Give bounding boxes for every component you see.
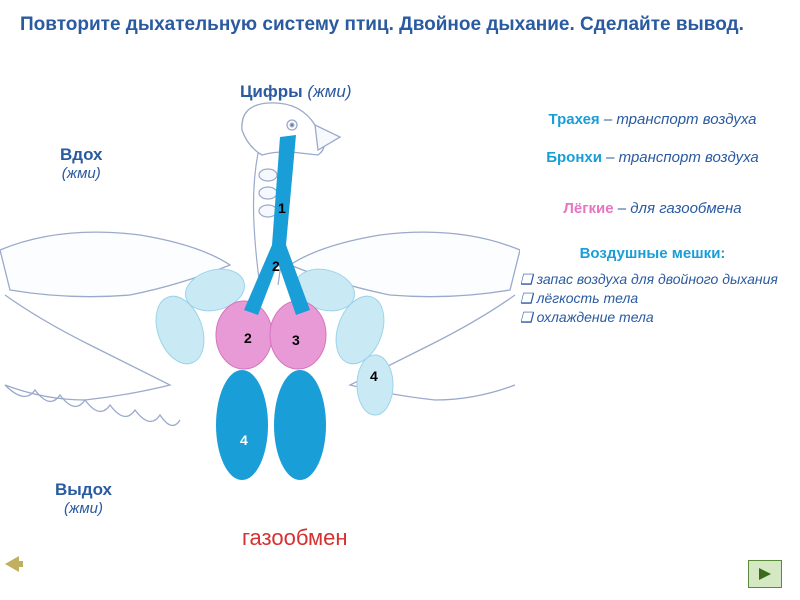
num-2a[interactable]: 2 xyxy=(272,258,280,274)
legend-trachea: Трахея – транспорт воздуха xyxy=(520,110,785,130)
trachea-term: Трахея xyxy=(549,111,600,128)
gas-exchange-label: газообмен xyxy=(242,525,347,551)
legend-lungs: Лёгкие – для газообмена xyxy=(520,199,785,219)
bird-diagram xyxy=(0,95,520,515)
arrow-left-icon xyxy=(5,556,23,572)
bronchi-desc: – транспорт воздуха xyxy=(602,149,759,166)
trachea-desc: – транспорт воздуха xyxy=(600,111,757,128)
sacs-item-3: охлаждение тела xyxy=(520,308,785,327)
legend-panel: Трахея – транспорт воздуха Бронхи – тран… xyxy=(520,110,785,327)
sacs-list: запас воздуха для двойного дыхания лёгко… xyxy=(520,270,785,327)
lungs-term: Лёгкие xyxy=(563,200,613,217)
num-4a[interactable]: 4 xyxy=(370,368,378,384)
num-3[interactable]: 3 xyxy=(292,332,300,348)
num-4b[interactable]: 4 xyxy=(240,432,248,448)
play-icon xyxy=(757,566,773,582)
legend-bronchi: Бронхи – транспорт воздуха xyxy=(520,148,785,168)
legend-sacs: Воздушные мешки: запас воздуха для двойн… xyxy=(520,244,785,327)
lungs-desc: – для газообмена xyxy=(614,200,742,217)
sacs-title: Воздушные мешки: xyxy=(520,244,785,264)
page-title: Повторите дыхательную систему птиц. Двой… xyxy=(20,12,780,39)
next-button[interactable] xyxy=(748,560,782,588)
bronchi-term: Бронхи xyxy=(546,149,602,166)
num-1[interactable]: 1 xyxy=(278,200,286,216)
sacs-item-1: запас воздуха для двойного дыхания xyxy=(520,270,785,289)
num-2b[interactable]: 2 xyxy=(244,330,252,346)
sacs-item-2: лёгкость тела xyxy=(520,289,785,308)
